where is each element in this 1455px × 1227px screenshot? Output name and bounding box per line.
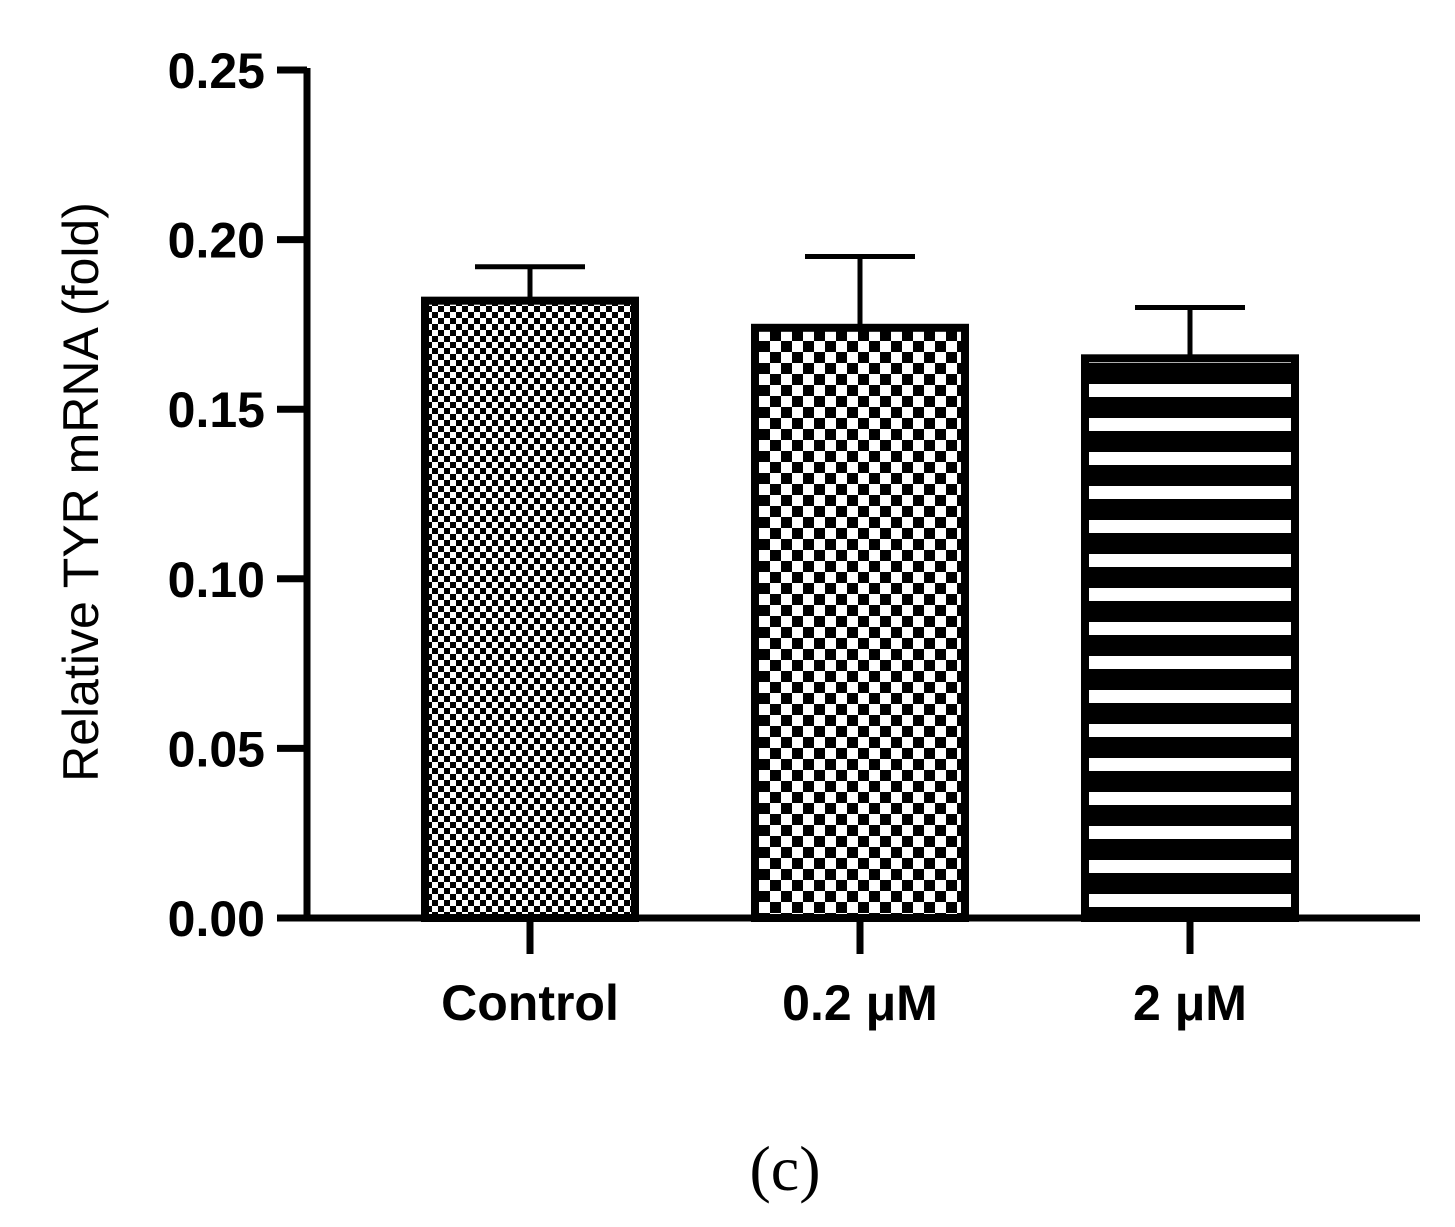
bars	[421, 296, 1299, 922]
y-axis-title: Relative TYR mRNA (fold)	[53, 202, 109, 782]
y-axis: 0.00 0.05 0.10 0.15 0.20 0.25	[168, 43, 311, 947]
x-axis: Control 0.2 μM 2 μM	[277, 914, 1420, 1031]
y-tick-label: 0.20	[168, 213, 265, 269]
y-tick-label: 0.25	[168, 43, 265, 99]
y-tick-label: 0.05	[168, 721, 265, 777]
bar	[751, 323, 969, 922]
panel-label: (c)	[749, 1133, 820, 1204]
bar	[1081, 354, 1299, 922]
x-tick-label: Control	[441, 975, 619, 1031]
y-tick-label: 0.15	[168, 382, 265, 438]
x-tick-label: 2 μM	[1133, 975, 1247, 1031]
error-bars	[475, 254, 1245, 359]
y-tick-label: 0.00	[168, 891, 265, 947]
bar	[421, 296, 639, 922]
x-tick-label: 0.2 μM	[782, 975, 938, 1031]
y-tick-label: 0.10	[168, 552, 265, 608]
